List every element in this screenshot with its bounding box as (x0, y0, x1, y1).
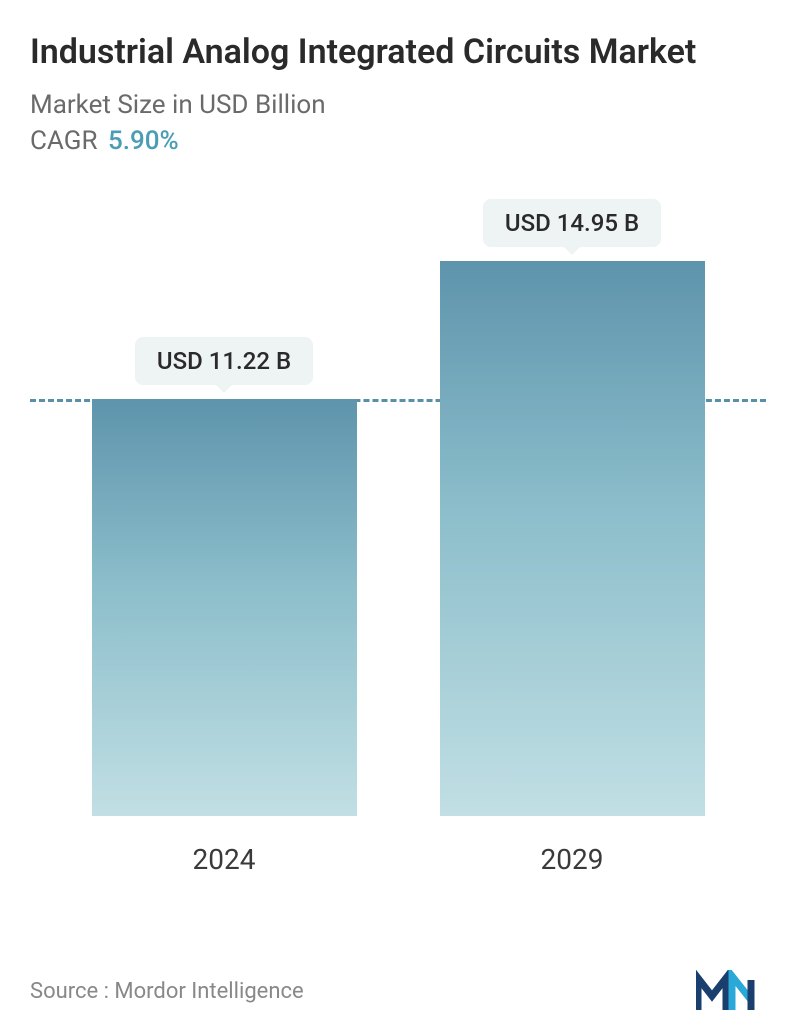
bar-group-2029: USD 14.95 B (432, 199, 712, 816)
cagr-value: 5.90% (108, 126, 179, 156)
chart-title: Industrial Analog Integrated Circuits Ma… (30, 30, 766, 74)
value-label-2029: USD 14.95 B (483, 199, 661, 247)
bars-container: USD 11.22 B USD 14.95 B (30, 196, 766, 816)
value-label-2024: USD 11.22 B (135, 337, 313, 385)
x-axis-labels: 2024 2029 (30, 843, 766, 876)
chart-subtitle: Market Size in USD Billion (30, 90, 766, 120)
mordor-logo-icon (696, 970, 766, 1012)
cagr-row: CAGR 5.90% (30, 126, 766, 156)
brand-logo (696, 970, 766, 1012)
footer: Source : Mordor Intelligence (30, 970, 766, 1012)
x-label-2029: 2029 (432, 843, 712, 876)
bar-group-2024: USD 11.22 B (84, 337, 364, 816)
cagr-label: CAGR (30, 126, 97, 156)
chart-area: USD 11.22 B USD 14.95 B 2024 2029 (30, 196, 766, 876)
bar-2024 (92, 399, 357, 816)
bar-2029 (440, 261, 705, 816)
source-text: Source : Mordor Intelligence (30, 979, 304, 1004)
x-label-2024: 2024 (84, 843, 364, 876)
